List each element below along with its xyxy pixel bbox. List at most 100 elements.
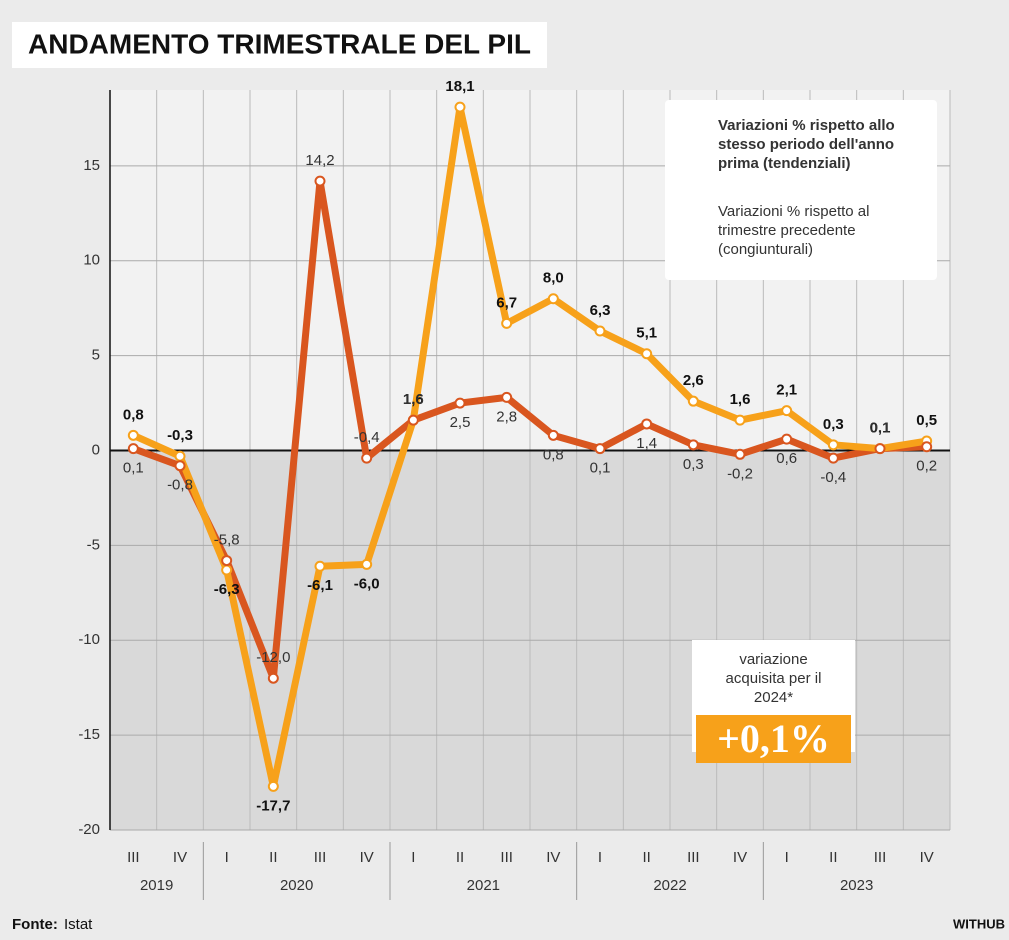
data-label: -0,2 [727, 465, 753, 482]
data-label: -0,8 [167, 477, 193, 494]
data-point [921, 441, 933, 453]
data-label: 5,1 [636, 325, 657, 342]
data-point [174, 460, 186, 472]
data-label: -0,3 [167, 427, 193, 444]
annotation-value: +0,1% [696, 715, 851, 763]
data-label: 0,1 [870, 420, 891, 437]
data-label: 14,2 [305, 152, 334, 169]
data-point [174, 450, 186, 462]
data-point [454, 101, 466, 113]
data-label: 2,8 [496, 408, 517, 425]
x-tick-label: III [874, 849, 887, 866]
data-point [267, 780, 279, 792]
x-tick-label: IV [546, 849, 560, 866]
data-label: 0,2 [916, 458, 937, 475]
data-label: 2,5 [450, 414, 471, 431]
data-point [827, 439, 839, 451]
legend-label: Variazioni % rispetto allo stesso period… [718, 117, 895, 172]
x-tick-label: II [456, 849, 464, 866]
data-label: 1,6 [403, 391, 424, 408]
data-point [641, 418, 653, 430]
x-tick-label: IV [173, 849, 187, 866]
data-point [594, 325, 606, 337]
data-label: 0,1 [590, 460, 611, 477]
y-tick-label: -15 [78, 726, 100, 743]
data-point [267, 672, 279, 684]
y-tick-label: -5 [87, 536, 100, 553]
data-point [314, 175, 326, 187]
data-label: -0,4 [820, 469, 846, 486]
y-tick-label: 15 [83, 157, 100, 174]
annotation-box: variazione acquisita per il 2024* +0,1% [692, 640, 855, 763]
y-tick-label: 0 [92, 441, 100, 458]
legend-label: Variazioni % rispetto al trimestre prece… [718, 203, 870, 258]
data-label: -12,0 [256, 649, 290, 666]
annotation-text: variazione acquisita per il 2024* [725, 651, 822, 706]
y-tick-label: 5 [92, 347, 100, 364]
data-point [314, 560, 326, 572]
x-group-label: 2023 [840, 877, 873, 894]
x-tick-label: III [500, 849, 513, 866]
data-point [547, 293, 559, 305]
data-point [127, 429, 139, 441]
x-tick-label: II [642, 849, 650, 866]
data-label: -6,3 [214, 581, 240, 598]
x-tick-label: III [314, 849, 327, 866]
data-point [874, 443, 886, 455]
y-tick-label: 10 [83, 252, 100, 269]
data-label: -6,0 [354, 575, 380, 592]
data-label: 0,1 [870, 420, 891, 437]
data-label: -5,8 [214, 532, 240, 549]
x-tick-label: III [127, 849, 140, 866]
data-label: 2,1 [776, 382, 797, 399]
x-group-label: 2021 [467, 877, 500, 894]
chart-title: ANDAMENTO TRIMESTRALE DEL PIL [28, 28, 531, 59]
data-label: 0,8 [543, 446, 564, 463]
x-tick-label: I [785, 849, 789, 866]
data-label: 1,6 [403, 391, 424, 408]
data-point [407, 414, 419, 426]
data-label: -17,7 [256, 797, 290, 814]
data-label: 18,1 [445, 78, 474, 95]
data-point [547, 429, 559, 441]
data-label: 6,3 [590, 302, 611, 319]
data-label: -0,4 [354, 429, 380, 446]
x-tick-label: I [225, 849, 229, 866]
legend [665, 100, 937, 280]
x-tick-label: II [829, 849, 837, 866]
source: Istat [64, 916, 93, 933]
x-group-label: 2022 [653, 877, 686, 894]
data-label: 0,6 [776, 450, 797, 467]
data-point [827, 452, 839, 464]
data-point [501, 391, 513, 403]
data-label: 0,1 [123, 460, 144, 477]
y-tick-label: -20 [78, 821, 100, 838]
data-point [127, 443, 139, 455]
data-point [781, 433, 793, 445]
credit: WITHUB [953, 916, 1005, 931]
data-label: 0,3 [683, 456, 704, 473]
x-tick-label: I [598, 849, 602, 866]
x-tick-label: IV [733, 849, 747, 866]
title-box [12, 22, 547, 68]
x-tick-label: I [411, 849, 415, 866]
data-point [734, 414, 746, 426]
series-line [131, 103, 928, 790]
x-tick-label: IV [360, 849, 374, 866]
data-point [501, 317, 513, 329]
data-label: 8,0 [543, 270, 564, 287]
data-label: 2,6 [683, 372, 704, 389]
data-point [361, 452, 373, 464]
data-label: 1,6 [730, 391, 751, 408]
data-label: 1,4 [636, 435, 657, 452]
data-label: 0,5 [916, 412, 937, 429]
x-tick-label: III [687, 849, 700, 866]
data-point [221, 555, 233, 567]
data-label: 0,3 [823, 416, 844, 433]
x-tick-label: II [269, 849, 277, 866]
data-point [781, 405, 793, 417]
source-label: Fonte: [12, 916, 58, 933]
data-point [454, 397, 466, 409]
data-point [641, 348, 653, 360]
